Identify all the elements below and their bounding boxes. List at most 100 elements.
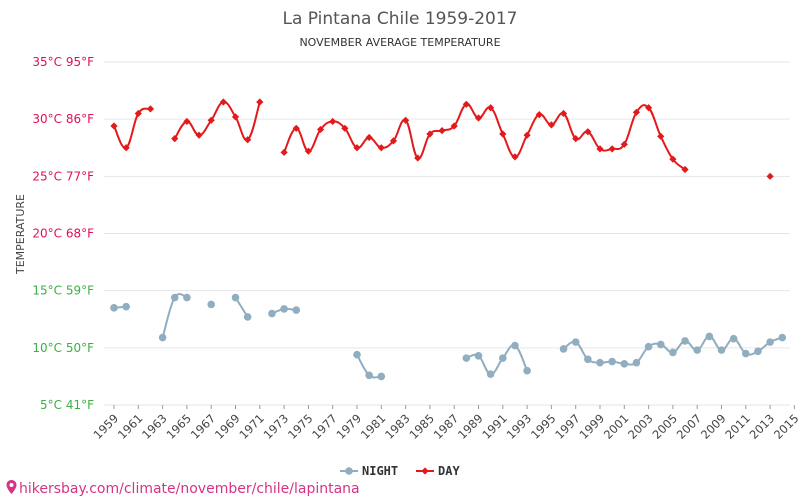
data-point[interactable] (414, 154, 422, 162)
y-tick-label: 15°C 59°F (32, 284, 94, 298)
data-point[interactable] (207, 300, 215, 309)
data-point[interactable] (134, 109, 142, 118)
data-point[interactable] (608, 145, 616, 153)
data-point[interactable] (195, 131, 203, 139)
data-point[interactable] (717, 346, 726, 354)
data-point[interactable] (547, 121, 555, 129)
data-point[interactable] (170, 293, 179, 302)
x-tick-label: 1983 (382, 411, 413, 442)
data-point[interactable] (608, 357, 616, 366)
data-point[interactable] (377, 144, 385, 152)
data-point[interactable] (219, 98, 227, 106)
data-point[interactable] (766, 338, 774, 346)
data-point[interactable] (656, 340, 665, 349)
data-point[interactable] (450, 122, 458, 130)
data-point[interactable] (462, 100, 470, 108)
data-point[interactable] (693, 346, 701, 354)
data-point[interactable] (487, 104, 495, 112)
data-point[interactable] (645, 104, 653, 112)
data-point[interactable] (353, 144, 361, 152)
data-point[interactable] (377, 372, 386, 381)
data-point[interactable] (122, 302, 130, 311)
data-point[interactable] (620, 140, 628, 148)
data-point[interactable] (341, 124, 349, 132)
data-point[interactable] (268, 309, 276, 318)
legend-item-day[interactable]: DAY (416, 464, 460, 478)
data-point[interactable] (256, 98, 264, 106)
data-point[interactable] (231, 113, 240, 121)
data-point[interactable] (584, 355, 592, 364)
data-point[interactable] (584, 128, 592, 136)
data-point[interactable] (292, 124, 300, 132)
data-point[interactable] (329, 117, 337, 126)
y-axis-label: TEMPERATURE (14, 194, 27, 275)
data-point[interactable] (280, 148, 288, 156)
data-point[interactable] (705, 332, 714, 341)
data-point[interactable] (766, 172, 774, 180)
legend-item-night[interactable]: NIGHT (340, 464, 398, 478)
data-point[interactable] (474, 114, 483, 122)
data-point[interactable] (474, 352, 483, 360)
x-tick-label: 1997 (552, 411, 583, 442)
data-point[interactable] (183, 117, 191, 126)
data-point[interactable] (304, 147, 312, 155)
data-point[interactable] (632, 358, 641, 367)
data-point[interactable] (596, 145, 604, 153)
data-point[interactable] (778, 333, 787, 342)
data-point[interactable] (754, 347, 762, 356)
data-point[interactable] (110, 304, 118, 312)
data-point[interactable] (353, 350, 361, 359)
data-point[interactable] (499, 354, 507, 362)
data-point[interactable] (620, 360, 629, 368)
x-tick-label: 1961 (115, 411, 146, 442)
data-point[interactable] (426, 130, 434, 138)
data-point[interactable] (171, 135, 179, 143)
data-point[interactable] (523, 366, 531, 375)
data-point[interactable] (511, 153, 519, 161)
data-point[interactable] (146, 105, 155, 113)
data-point[interactable] (499, 130, 507, 138)
data-point[interactable] (462, 354, 471, 362)
data-point[interactable] (632, 108, 641, 116)
data-point[interactable] (292, 306, 301, 314)
data-point[interactable] (571, 338, 580, 346)
data-point[interactable] (669, 155, 677, 163)
data-point[interactable] (110, 122, 118, 130)
series-line (113, 107, 151, 149)
data-point[interactable] (681, 165, 689, 174)
x-tick-label: 1971 (236, 411, 267, 442)
data-point[interactable] (365, 133, 373, 142)
data-point[interactable] (596, 358, 604, 367)
data-point[interactable] (559, 345, 568, 353)
data-point[interactable] (231, 293, 240, 302)
data-point[interactable] (365, 371, 373, 380)
data-point[interactable] (669, 348, 677, 357)
x-tick-label: 1977 (309, 411, 340, 442)
data-point[interactable] (644, 342, 653, 351)
data-point[interactable] (523, 131, 531, 139)
data-point[interactable] (280, 305, 288, 313)
data-point[interactable] (207, 116, 215, 124)
data-point[interactable] (486, 370, 495, 378)
data-point[interactable] (389, 137, 398, 145)
data-point[interactable] (243, 313, 252, 321)
data-point[interactable] (657, 132, 665, 140)
data-point[interactable] (729, 334, 738, 343)
data-point[interactable] (572, 135, 580, 143)
x-tick-label: 2001 (601, 411, 632, 442)
data-point[interactable] (122, 144, 130, 152)
x-tick-label: 2015 (771, 411, 800, 442)
data-point[interactable] (316, 125, 325, 134)
footer-link[interactable]: hikersbay.com/climate/november/chile/lap… (6, 480, 360, 497)
data-point[interactable] (535, 110, 543, 119)
data-point[interactable] (158, 333, 167, 342)
data-point[interactable] (742, 349, 750, 358)
data-point[interactable] (402, 116, 410, 124)
data-point[interactable] (244, 136, 252, 144)
data-point[interactable] (183, 293, 191, 302)
data-point[interactable] (559, 109, 568, 118)
data-point[interactable] (681, 337, 689, 345)
data-point[interactable] (438, 127, 446, 135)
data-point[interactable] (511, 341, 519, 350)
